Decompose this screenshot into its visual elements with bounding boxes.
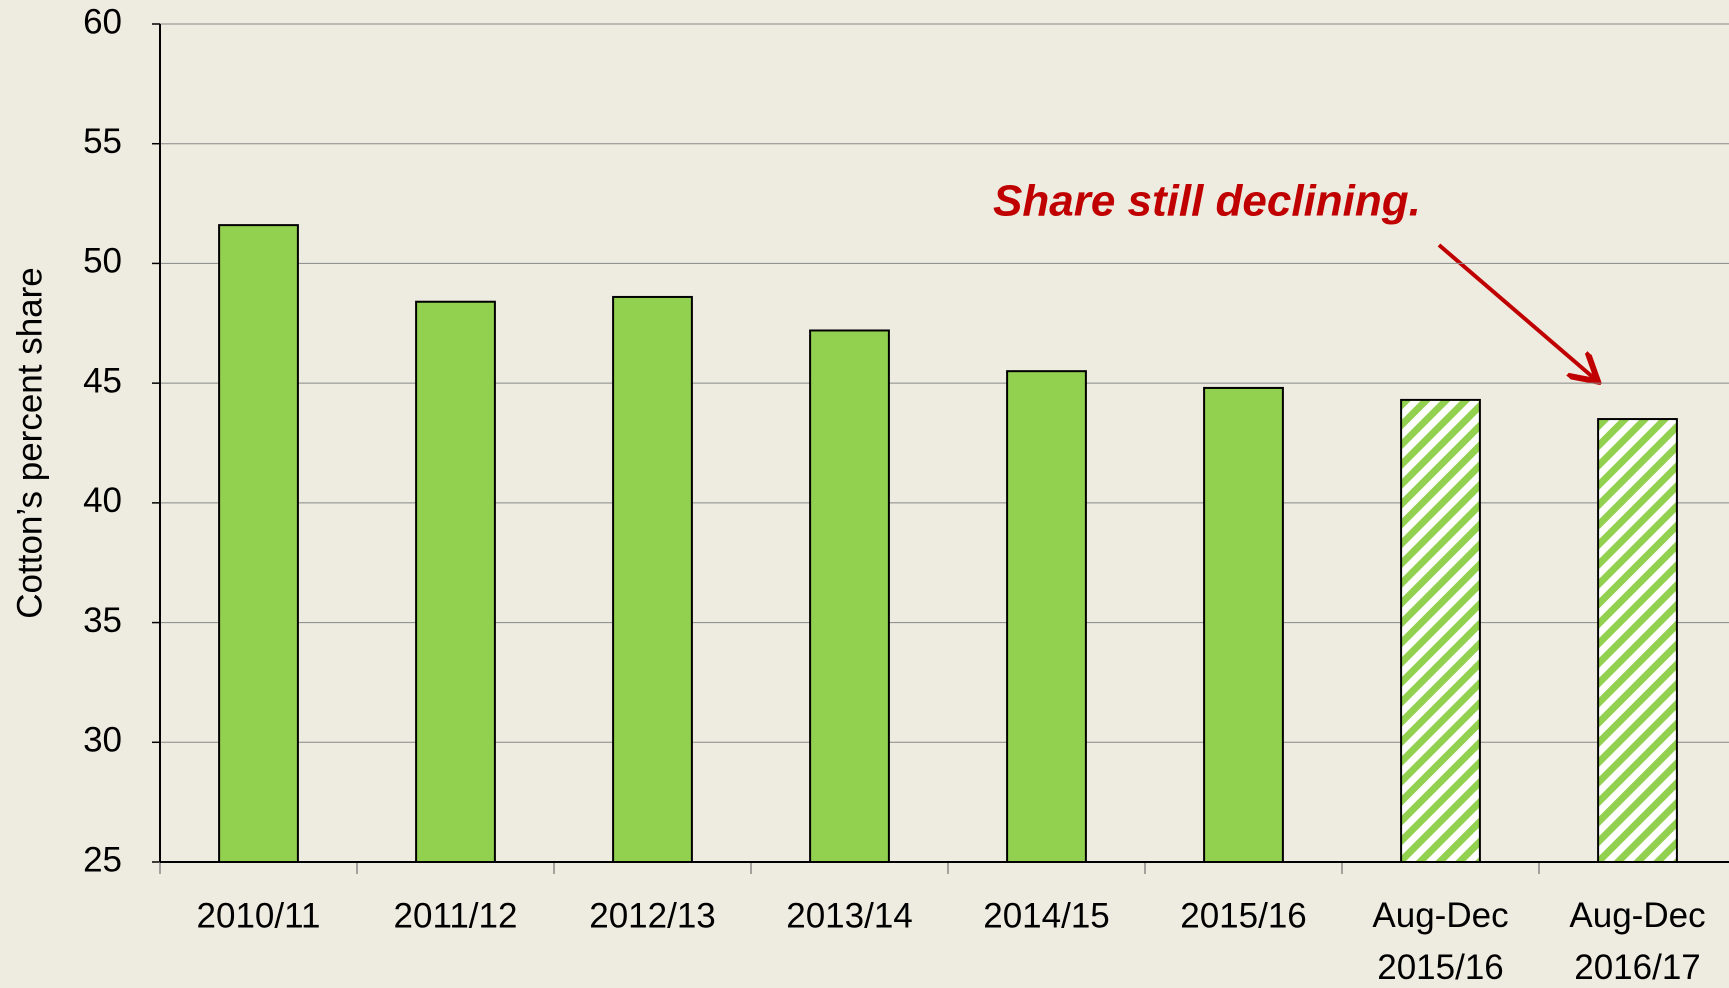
y-axis-label: Cotton’s percent share <box>10 267 49 619</box>
y-tick-label: 40 <box>83 481 122 520</box>
y-tick-label: 35 <box>83 601 122 640</box>
y-tick-label: 30 <box>83 721 122 760</box>
bar <box>612 295 693 864</box>
x-tick-label: 2012/13 <box>589 896 716 935</box>
bar <box>1203 386 1284 863</box>
bar <box>1006 370 1087 863</box>
x-tick-label: 2014/15 <box>983 896 1110 935</box>
annotation-arrow <box>1437 243 1595 379</box>
x-tick-label: 2013/14 <box>786 896 913 935</box>
x-tick-label: Aug-Dec 2016/17 <box>1569 896 1705 987</box>
annotation: Share still declining. <box>993 177 1421 226</box>
x-tick-label: Aug-Dec 2015/16 <box>1372 896 1508 987</box>
x-tick-label: 2011/12 <box>394 896 518 935</box>
bar <box>415 300 496 864</box>
bar <box>1597 418 1678 863</box>
x-tick-label: 2010/11 <box>197 896 321 935</box>
bar <box>218 224 299 863</box>
y-tick-label: 55 <box>83 122 122 161</box>
y-tick-label: 60 <box>83 2 122 41</box>
bar <box>1400 398 1481 863</box>
y-tick-label: 50 <box>83 242 122 281</box>
y-tick-label: 45 <box>83 361 122 400</box>
bar <box>809 329 890 863</box>
y-tick-label: 25 <box>83 840 122 879</box>
x-tick-label: 2015/16 <box>1180 896 1307 935</box>
